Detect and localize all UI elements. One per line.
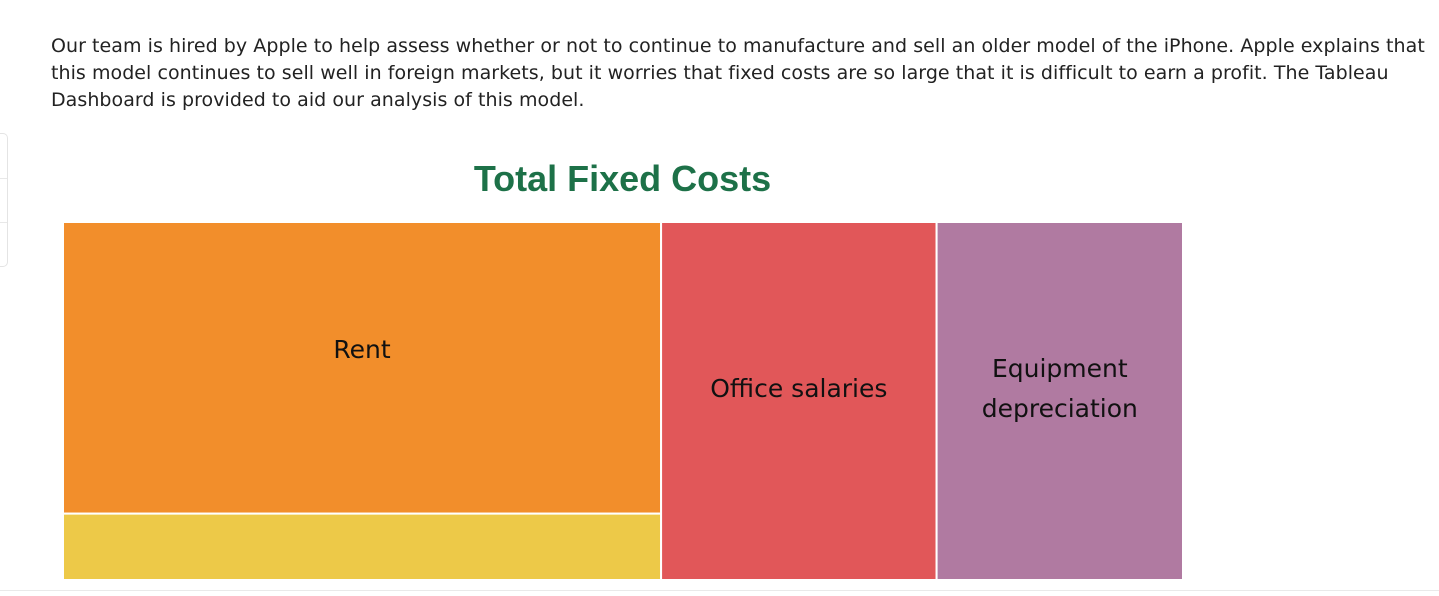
treemap-tile[interactable]	[660, 221, 938, 581]
side-panel-tab[interactable]	[0, 133, 8, 267]
treemap-tile-label: Office salaries	[710, 374, 887, 403]
treemap-tile[interactable]	[62, 512, 663, 581]
treemap-tiles	[62, 221, 1184, 581]
intro-paragraph: Our team is hired by Apple to help asses…	[51, 35, 1425, 111]
treemap-tile-label-line: Equipment	[992, 354, 1128, 383]
treemap-tile-label-line: Office salaries	[710, 374, 887, 403]
treemap-tile[interactable]	[935, 221, 1184, 581]
treemap-labels: Rent Office salaries Equipment depreciation	[333, 335, 1137, 423]
bottom-divider	[0, 590, 1439, 591]
side-panel-divider	[0, 178, 7, 179]
side-panel-divider	[0, 222, 7, 223]
chart-title: Total Fixed Costs	[473, 158, 772, 199]
treemap-tile-label-line: depreciation	[982, 394, 1138, 423]
treemap-tile-label: Rent	[333, 335, 390, 364]
treemap-tile[interactable]	[62, 221, 663, 515]
treemap-tile-label: Equipment depreciation	[982, 354, 1138, 423]
treemap-tile-label-line: Rent	[333, 335, 390, 364]
